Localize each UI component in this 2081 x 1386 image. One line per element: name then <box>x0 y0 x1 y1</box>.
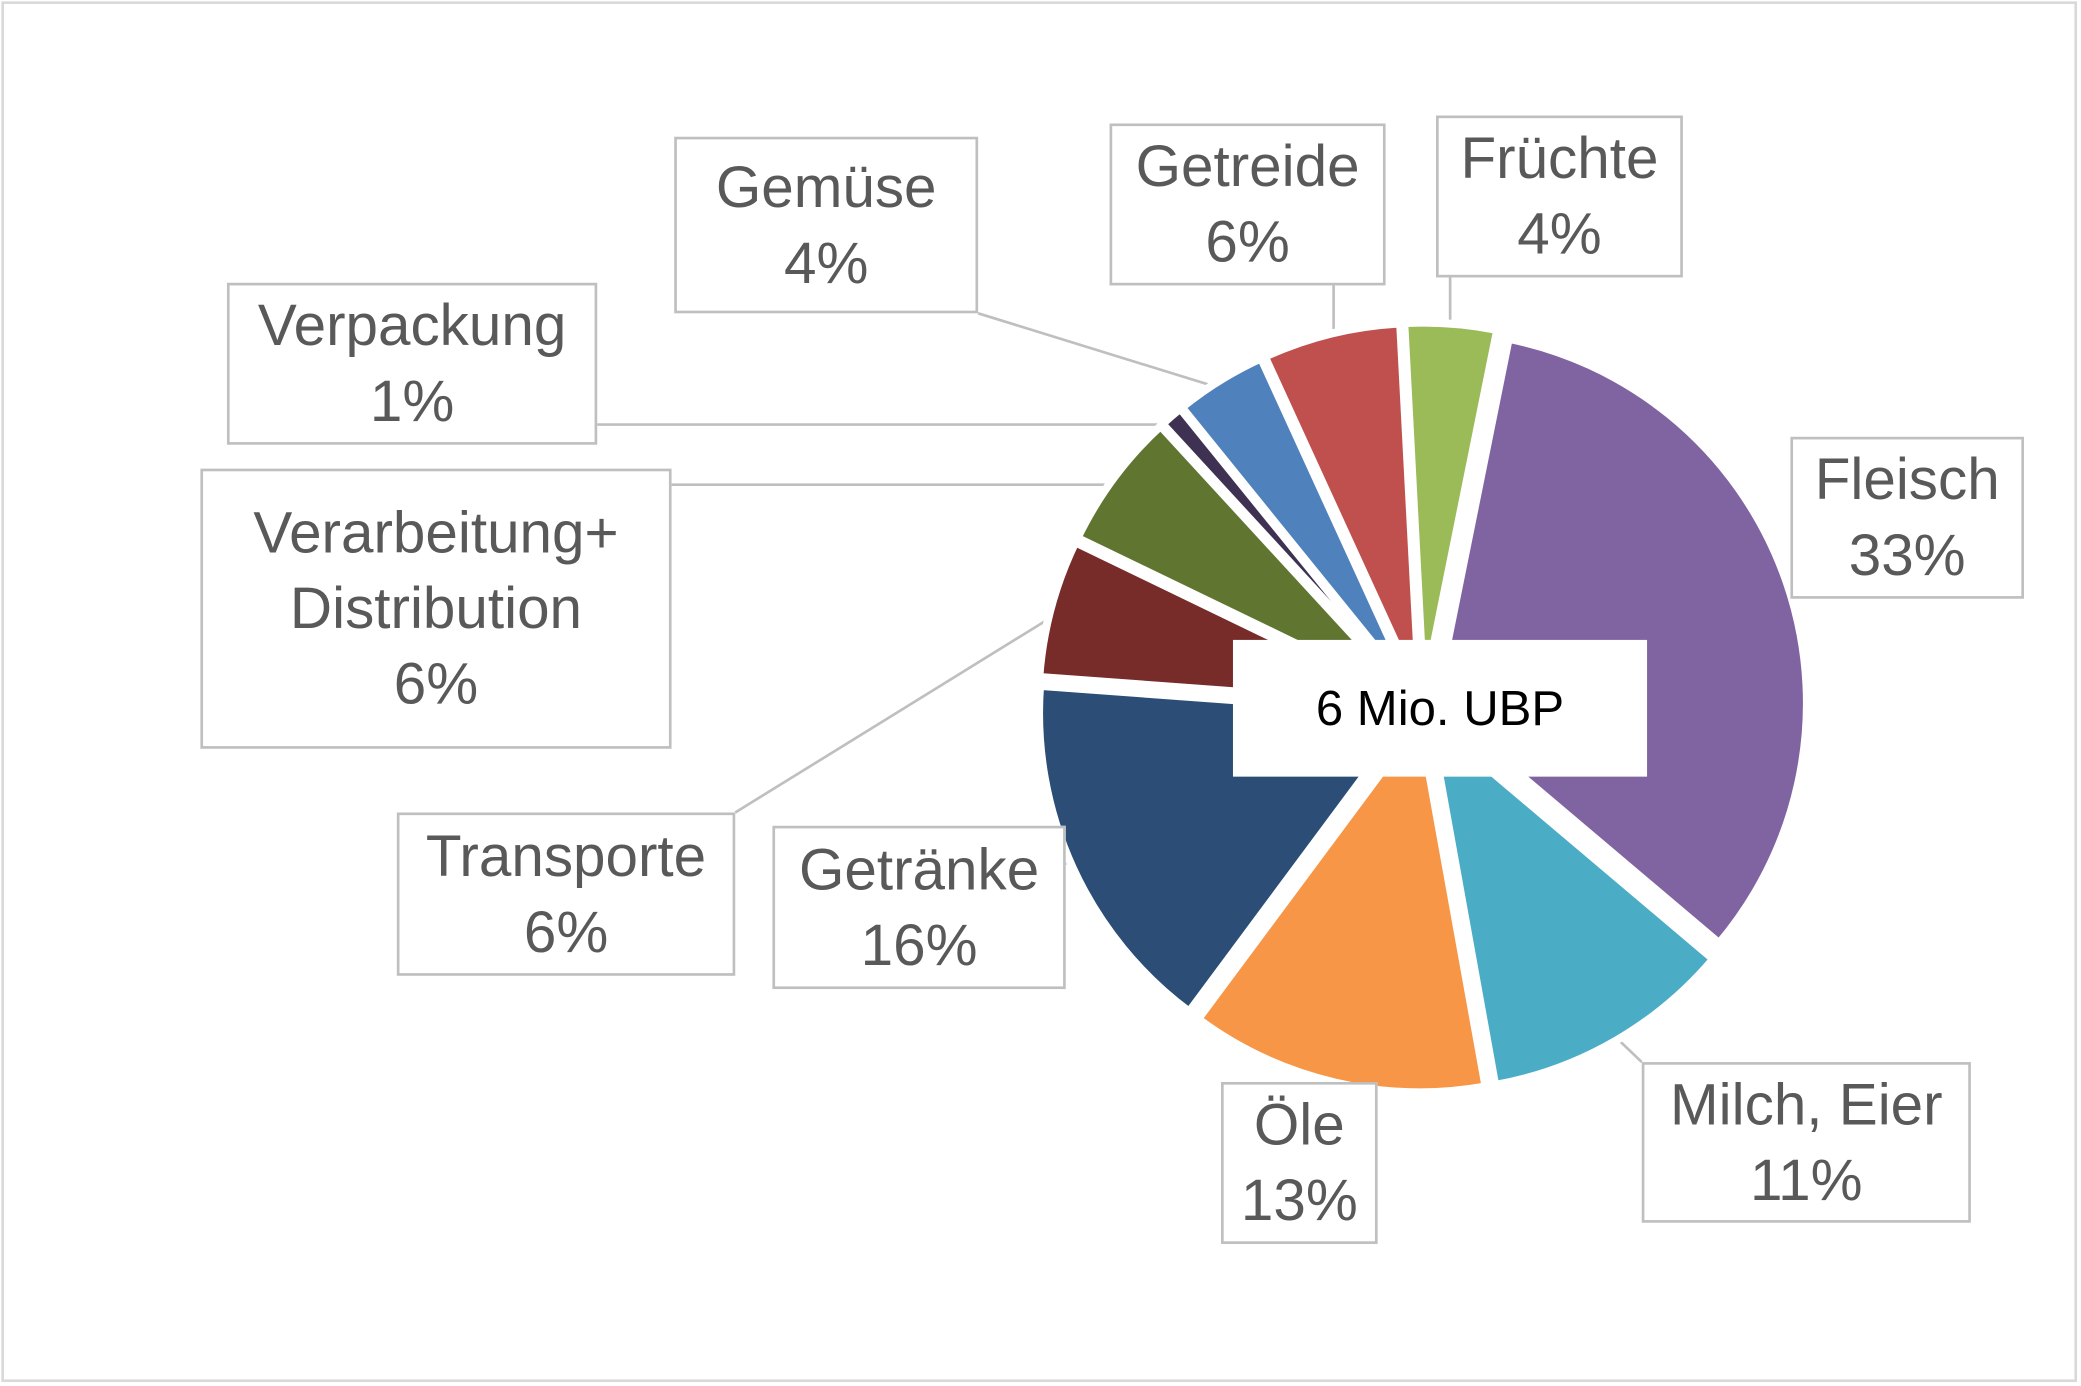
category-label: Fleisch <box>1814 447 2000 513</box>
leader-line <box>977 312 1227 392</box>
category-label: Öle <box>1253 1092 1345 1158</box>
data-label: Milch, Eier 11% <box>1641 1062 1971 1223</box>
category-label: Früchte <box>1460 126 1659 192</box>
data-label: Getreide 6% <box>1109 123 1386 286</box>
data-label: Transporte 6% <box>396 812 736 976</box>
data-label: Getränke 16% <box>772 825 1066 990</box>
value-label: 33% <box>1848 523 1966 589</box>
category-label: Milch, Eier <box>1670 1072 1943 1138</box>
pie-slice <box>1423 708 1719 1090</box>
value-label: 16% <box>860 912 978 978</box>
value-label: 13% <box>1240 1168 1358 1234</box>
category-label: Gemüse <box>715 154 937 220</box>
value-label: 1% <box>369 369 455 435</box>
data-label: Verarbeitung+ Distribution 6% <box>200 468 672 749</box>
pie-slice <box>1400 318 1502 696</box>
value-label: 4% <box>1517 201 1602 267</box>
value-label: 11% <box>1750 1147 1863 1213</box>
data-label: Früchte 4% <box>1436 115 1683 278</box>
pie-slice <box>1259 319 1424 697</box>
category-label: Getreide <box>1135 134 1360 200</box>
leader-line <box>734 609 1063 814</box>
center-label: 6 Mio. UBP <box>1232 639 1648 777</box>
category-label: Transporte <box>425 823 707 889</box>
data-label: Fleisch 33% <box>1790 436 2024 599</box>
data-label: Öle 13% <box>1221 1081 1378 1244</box>
value-label: 4% <box>783 230 869 296</box>
data-label: Verpackung 1% <box>226 282 598 445</box>
value-label: 6% <box>523 899 609 965</box>
category-label: Getränke <box>798 837 1040 903</box>
category-label: Verarbeitung+ Distribution <box>253 500 619 642</box>
data-label: Gemüse 4% <box>674 136 979 314</box>
value-label: 6% <box>1205 209 1290 275</box>
category-label: Verpackung <box>257 293 567 359</box>
pie-slice <box>1176 353 1420 699</box>
value-label: 6% <box>393 651 479 717</box>
pie-slice <box>1072 420 1416 704</box>
